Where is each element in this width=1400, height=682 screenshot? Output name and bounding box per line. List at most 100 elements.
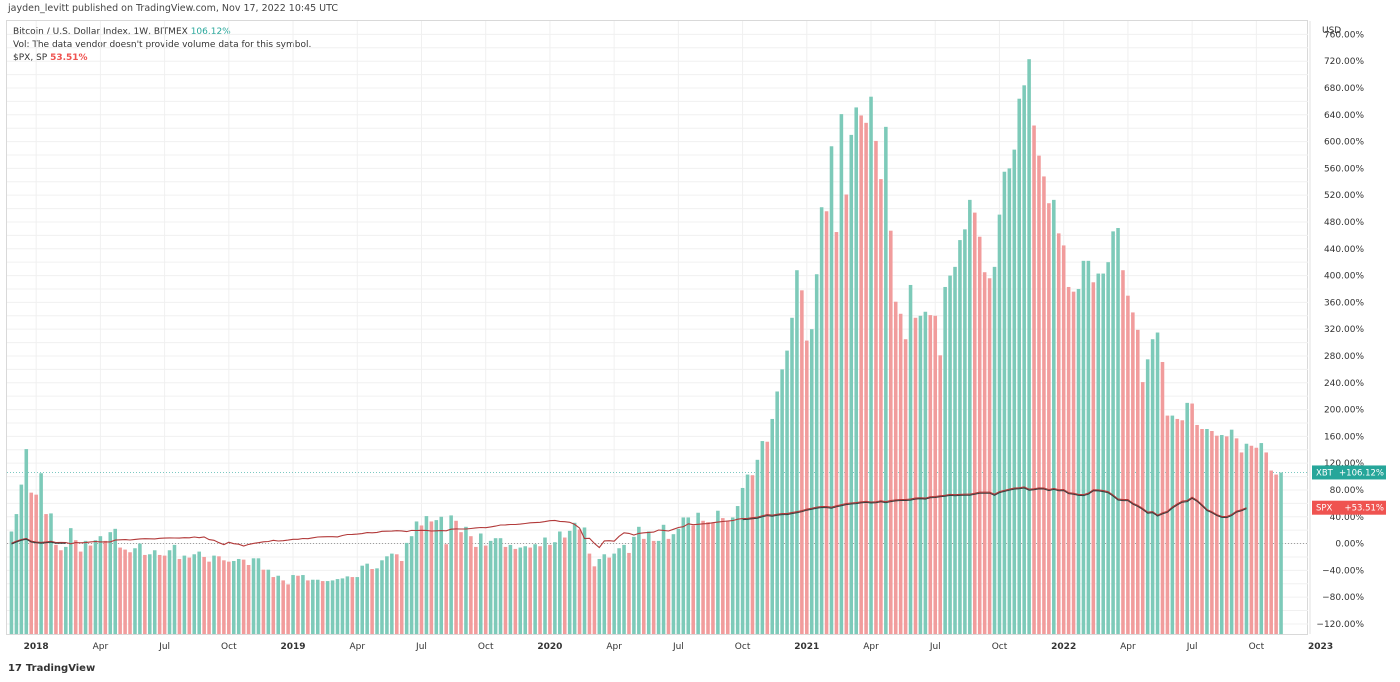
y-tick-label: 680.00% bbox=[1324, 84, 1364, 94]
price-bar bbox=[1116, 228, 1120, 634]
price-bar bbox=[375, 568, 379, 634]
chart-frame bbox=[6, 20, 1308, 635]
price-bar bbox=[404, 542, 409, 634]
price-bar bbox=[68, 528, 73, 634]
price-bar bbox=[34, 494, 38, 634]
price-bar bbox=[44, 514, 48, 634]
y-tick-label: 600.00% bbox=[1324, 138, 1364, 148]
price-bar bbox=[345, 576, 350, 634]
price-bar bbox=[143, 554, 147, 634]
price-bar bbox=[656, 540, 661, 634]
x-tick-label: Oct bbox=[735, 642, 751, 652]
x-tick-label: Jul bbox=[1186, 642, 1198, 652]
y-tick-label: 440.00% bbox=[1324, 245, 1364, 255]
price-bar bbox=[538, 546, 542, 634]
price-bar bbox=[735, 506, 740, 634]
price-bar bbox=[1244, 443, 1249, 634]
price-bar bbox=[548, 544, 552, 634]
price-bar bbox=[207, 561, 211, 634]
price-bar bbox=[642, 538, 646, 634]
price-bar bbox=[1249, 445, 1254, 634]
brand: 17 TradingView bbox=[8, 663, 95, 674]
y-tick-label: 560.00% bbox=[1324, 164, 1364, 174]
x-tick-label: Jul bbox=[158, 642, 170, 652]
price-bar bbox=[775, 391, 779, 634]
price-bar bbox=[1071, 291, 1076, 634]
price-bar bbox=[172, 544, 177, 634]
y-tick-label: 320.00% bbox=[1324, 325, 1364, 335]
price-bar bbox=[1269, 470, 1273, 634]
price-bar bbox=[1042, 176, 1046, 635]
y-tick-label: 640.00% bbox=[1324, 111, 1364, 121]
price-bar bbox=[138, 543, 142, 634]
price-bar bbox=[691, 525, 695, 634]
price-bar bbox=[1254, 447, 1259, 634]
price-bar bbox=[543, 537, 547, 634]
price-bar bbox=[157, 554, 162, 634]
price-bar bbox=[19, 484, 24, 634]
price-bar bbox=[414, 521, 419, 634]
price-bar bbox=[617, 548, 621, 634]
price-bar bbox=[1027, 59, 1031, 634]
price-bar bbox=[686, 517, 691, 634]
price-bar bbox=[1002, 171, 1007, 634]
value-marker-badge bbox=[1312, 465, 1386, 480]
x-tick-label: 2021 bbox=[794, 642, 819, 652]
price-bar bbox=[824, 211, 829, 635]
y-tick-label: 520.00% bbox=[1324, 191, 1364, 201]
price-bar bbox=[528, 547, 532, 634]
price-bar bbox=[1091, 282, 1096, 634]
price-bar bbox=[409, 536, 414, 634]
price-bar bbox=[1086, 260, 1091, 634]
price-bar bbox=[380, 560, 384, 634]
price-bar bbox=[1264, 452, 1269, 634]
value-marker-badge bbox=[1312, 500, 1386, 515]
price-bar bbox=[1205, 428, 1209, 634]
price-bar bbox=[108, 532, 113, 634]
price-bar bbox=[1180, 420, 1185, 634]
price-bar bbox=[385, 556, 389, 634]
y-tick-label: 40.00% bbox=[1330, 513, 1365, 523]
price-bar bbox=[696, 512, 700, 634]
x-tick-label: 2023 bbox=[1308, 642, 1333, 652]
price-bar bbox=[1012, 149, 1017, 634]
price-bar bbox=[874, 140, 878, 634]
price-bar bbox=[1224, 436, 1229, 634]
price-bar bbox=[1219, 435, 1224, 634]
x-tick-label: Apr bbox=[93, 642, 109, 652]
price-bar bbox=[454, 520, 458, 634]
x-tick-label: Jul bbox=[672, 642, 684, 652]
price-bar bbox=[790, 317, 794, 634]
price-bar bbox=[1047, 203, 1051, 634]
price-bar bbox=[844, 194, 849, 634]
price-bar bbox=[928, 315, 933, 634]
price-bar bbox=[1234, 438, 1239, 634]
price-bar bbox=[24, 449, 29, 634]
price-bar bbox=[103, 540, 108, 634]
price-bar bbox=[553, 542, 557, 634]
price-bar bbox=[948, 275, 952, 634]
price-bar bbox=[750, 475, 755, 634]
price-bar bbox=[1037, 155, 1041, 635]
price-bar bbox=[1131, 312, 1135, 634]
price-bar bbox=[1200, 428, 1204, 634]
price-bar bbox=[716, 510, 720, 634]
price-bar bbox=[612, 553, 616, 634]
price-bar bbox=[903, 339, 908, 634]
price-bar bbox=[212, 555, 216, 634]
price-bar bbox=[1101, 273, 1105, 634]
price-bar bbox=[884, 126, 888, 634]
price-bar bbox=[829, 146, 834, 634]
price-bar bbox=[59, 550, 63, 634]
price-bar bbox=[602, 554, 607, 634]
price-bar bbox=[93, 540, 98, 634]
price-bar bbox=[261, 569, 266, 634]
price-bar bbox=[765, 441, 770, 634]
price-bar bbox=[1007, 168, 1012, 634]
price-bar bbox=[469, 536, 473, 634]
y-tick-label: 80.00% bbox=[1330, 486, 1365, 496]
price-bar bbox=[311, 579, 315, 634]
price-bar bbox=[256, 558, 261, 634]
price-bar bbox=[78, 551, 83, 634]
